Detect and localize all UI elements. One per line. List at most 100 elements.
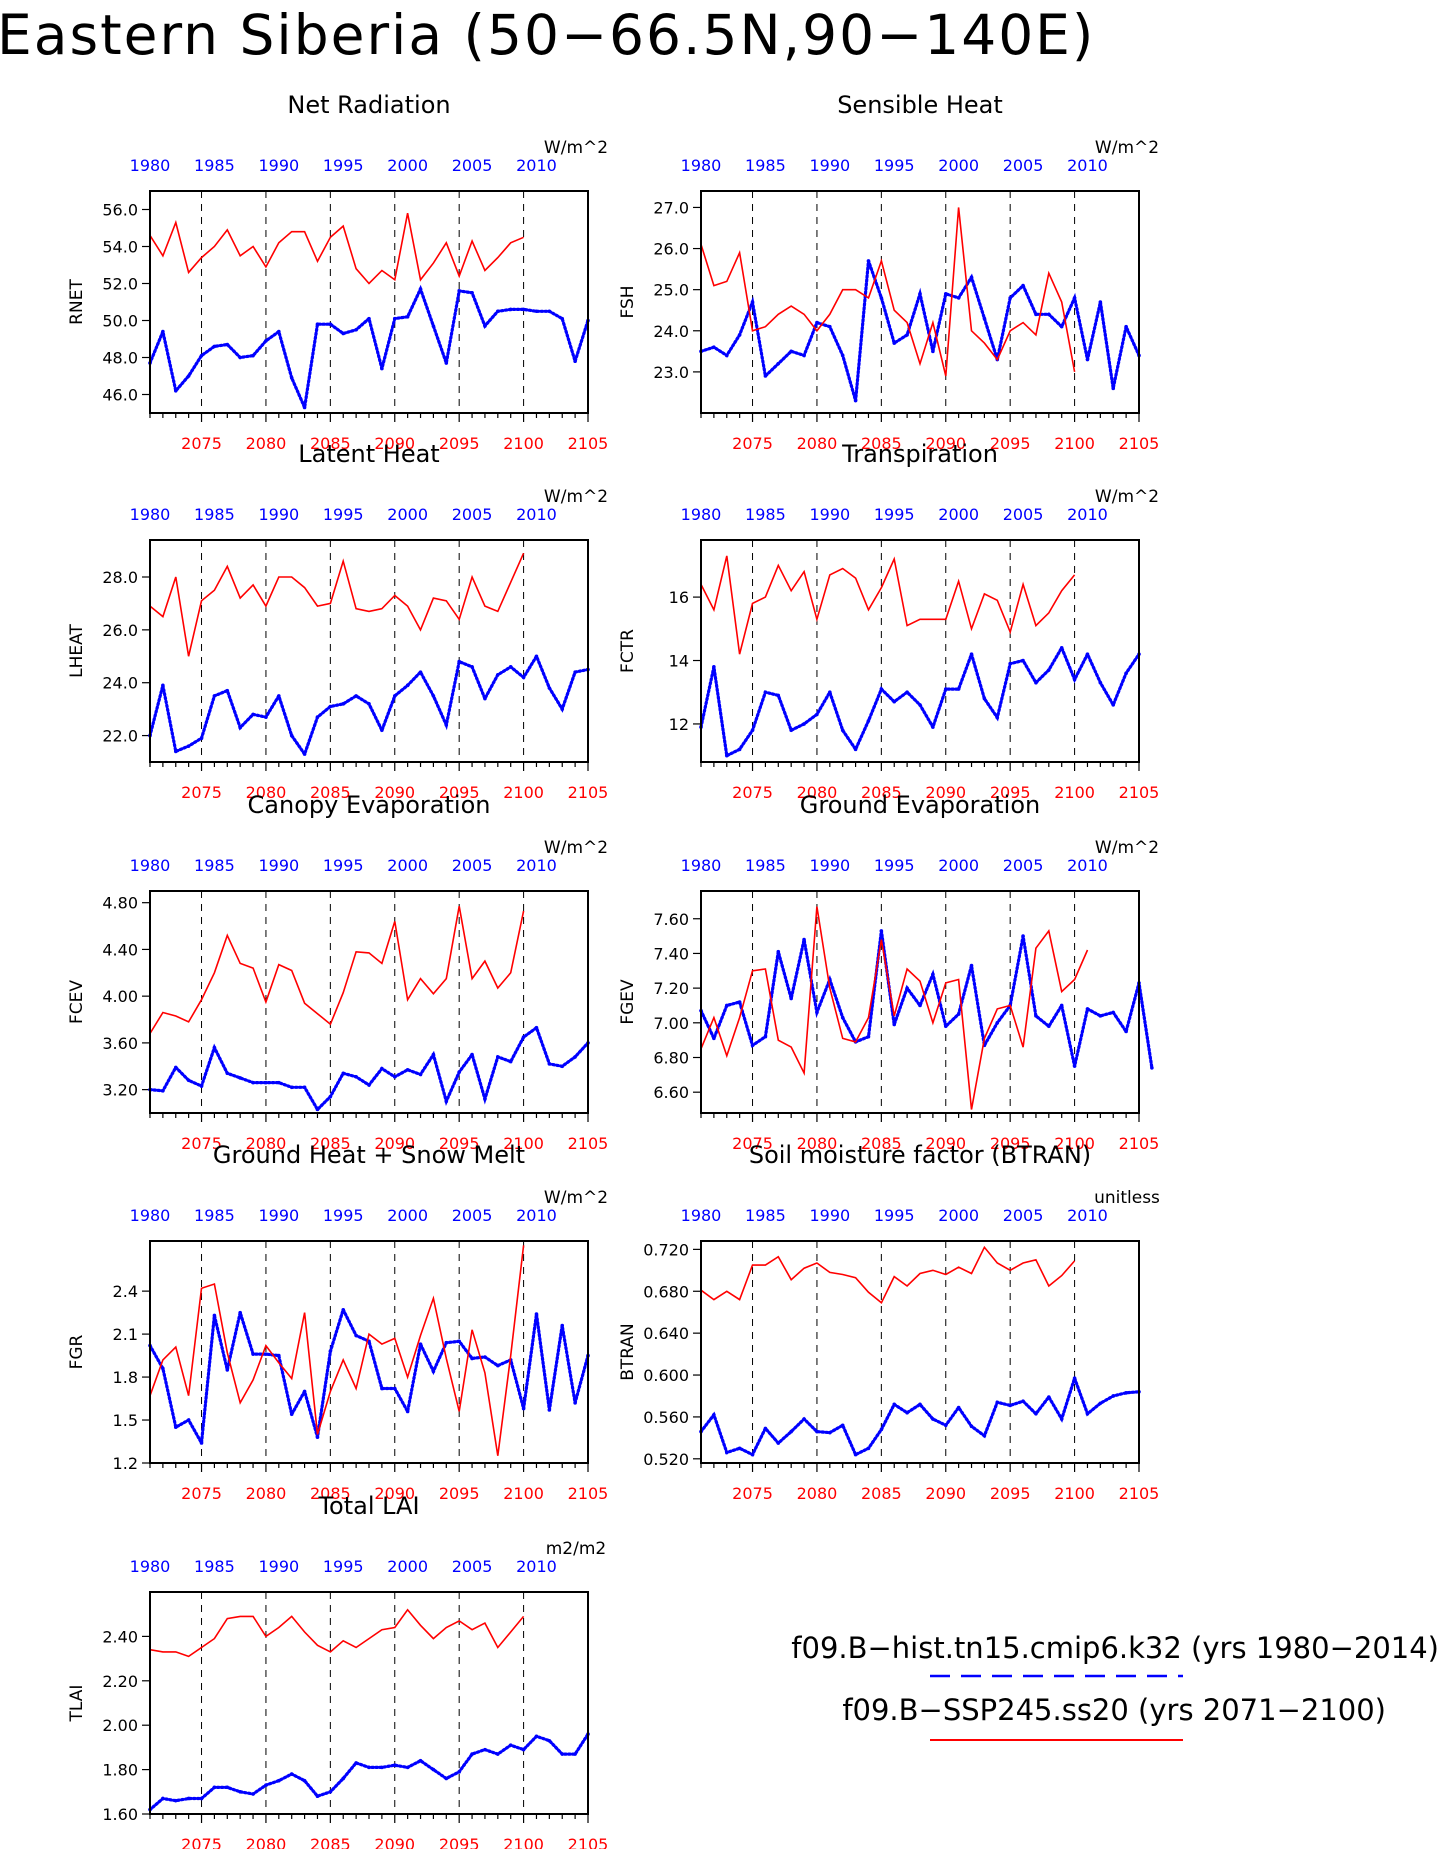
data-point-hist (534, 1312, 539, 1316)
data-point-hist (931, 349, 935, 354)
series-line-hist (699, 260, 1141, 402)
x-tick-label-bottom: 2075 (181, 1484, 222, 1503)
data-point-hist (853, 1452, 858, 1457)
data-point-hist (956, 1012, 961, 1016)
data-point-hist (1021, 1399, 1025, 1404)
chart-units-label: W/m^2 (544, 838, 608, 858)
y-axis-label: LHEAT (67, 624, 87, 678)
data-point-hist (840, 353, 845, 358)
chart-units-label: m2/m2 (546, 1539, 606, 1559)
chart-units-label: W/m^2 (1095, 838, 1159, 858)
x-tick-label-top: 2000 (387, 505, 428, 524)
data-point-hist (712, 665, 716, 669)
x-tick-label-bottom: 2105 (1119, 434, 1160, 453)
data-point-hist (277, 694, 281, 698)
chart-panel-btran: Soil moisture factor (BTRAN)unitless BTRA… (618, 1141, 1160, 1503)
data-point-hist (405, 1067, 410, 1072)
data-point-hist (328, 322, 333, 327)
x-tick-label-top: 1990 (809, 1206, 850, 1225)
chart-title: Ground Evaporation (800, 791, 1040, 819)
data-point-hist (392, 1763, 397, 1767)
series-line-future (700, 555, 1076, 655)
y-tick-label: 27.0 (653, 198, 689, 217)
data-point-hist (1124, 324, 1128, 329)
x-tick-label-bottom: 2085 (310, 1484, 351, 1503)
data-point-hist (943, 1423, 948, 1428)
data-point-hist (521, 1406, 526, 1411)
data-point-hist (560, 1752, 565, 1756)
chart-panel-tlai: Total LAI m2/m2 TLAI 2075 2080 2085 2090 2095 21… (67, 1492, 608, 1849)
x-tick-label-top: 2005 (452, 1557, 493, 1576)
data-point-hist (573, 1401, 577, 1405)
data-point-hist (521, 675, 526, 680)
data-point-hist (1098, 1014, 1103, 1018)
data-point-hist (1098, 300, 1103, 304)
data-point-hist (457, 1070, 461, 1074)
data-point-hist (328, 1349, 333, 1354)
data-point-hist (483, 696, 487, 701)
chart-units-label: W/m^2 (544, 138, 608, 158)
data-point-hist (1150, 1066, 1154, 1070)
data-point-hist (161, 1796, 165, 1801)
data-point-hist (483, 1747, 487, 1752)
x-tick-label-bottom: 2075 (732, 434, 773, 453)
x-tick-label-bottom: 2075 (732, 1484, 773, 1503)
data-point-hist (496, 1752, 500, 1756)
data-point-hist (776, 1441, 781, 1445)
data-point-hist (1059, 1003, 1064, 1008)
data-point-hist (199, 736, 204, 741)
data-point-hist (173, 1065, 178, 1070)
data-point-hist (457, 659, 461, 664)
x-tick-label-bottom: 2095 (990, 1484, 1031, 1503)
data-point-hist (879, 929, 884, 933)
y-tick-label: 46.0 (102, 386, 138, 405)
data-point-hist (737, 747, 742, 752)
x-tick-label-top: 2000 (938, 1206, 979, 1225)
x-tick-label-bottom: 2090 (374, 1134, 415, 1153)
y-axis-label: FCEV (67, 980, 87, 1024)
data-point-hist (508, 1743, 513, 1747)
x-tick-label-top: 1985 (745, 505, 786, 524)
x-tick-label-bottom: 2085 (310, 434, 351, 453)
data-point-hist (879, 296, 884, 300)
data-point-hist (289, 376, 294, 380)
data-point-hist (251, 1352, 255, 1356)
plot-frame (149, 1591, 589, 1815)
data-point-hist (1072, 1376, 1077, 1380)
data-point-hist (341, 1307, 346, 1312)
data-point-hist (547, 1738, 552, 1743)
y-tick-label: 54.0 (102, 238, 138, 257)
data-point-hist (405, 1765, 410, 1770)
chart-units-label: unitless (1094, 1188, 1160, 1208)
x-tick-label-top: 1990 (258, 856, 299, 875)
plot-frame (700, 890, 1140, 1114)
data-point-hist (264, 1080, 268, 1085)
data-point-hist (763, 1034, 768, 1039)
x-tick-label-top: 1985 (194, 1206, 235, 1225)
chart-title: Ground Heat + Snow Melt (213, 1141, 525, 1169)
data-point-hist (1124, 1029, 1128, 1034)
data-point-hist (161, 683, 165, 688)
chart-title: Canopy Evaporation (248, 791, 491, 819)
y-axis-label: BTRAN (618, 1323, 638, 1381)
data-point-hist (212, 1313, 217, 1318)
data-point-hist (1021, 658, 1025, 663)
chart-title: Total LAI (317, 1492, 419, 1520)
data-point-hist (1124, 671, 1128, 675)
data-point-hist (573, 359, 577, 364)
data-point-hist (444, 723, 449, 727)
y-tick-label: 7.60 (653, 910, 689, 929)
plot-frame (700, 190, 1140, 414)
chart-panel-fctr: Transpiration W/m^2 FCTR 2075 2080 2085 2090 20… (618, 440, 1159, 802)
data-point-hist (995, 1400, 1000, 1405)
data-point-hist (840, 1423, 845, 1428)
data-point-hist (828, 324, 832, 329)
data-point-hist (496, 1363, 500, 1368)
x-tick-label-bottom: 2080 (246, 1835, 287, 1849)
data-point-hist (776, 949, 781, 954)
data-point-hist (918, 1003, 922, 1008)
y-tick-label: 16 (669, 588, 689, 607)
data-point-hist (560, 1323, 565, 1328)
data-point-hist (199, 1084, 204, 1088)
